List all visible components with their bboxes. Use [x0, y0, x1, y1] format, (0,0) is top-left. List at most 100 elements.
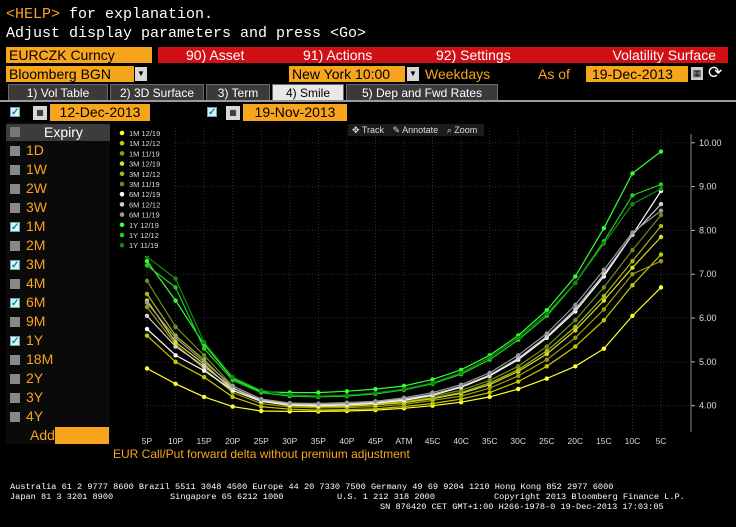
chevron-down-icon[interactable]: ▼ — [407, 67, 419, 81]
days-field[interactable]: Weekdays — [425, 66, 491, 82]
data-point — [201, 375, 207, 380]
data-point — [344, 389, 350, 394]
data-point — [573, 328, 578, 333]
expiry-item[interactable]: 6M — [10, 293, 45, 311]
expiry-item[interactable]: 18M — [10, 350, 53, 368]
expiry-item[interactable]: 2Y — [10, 369, 43, 387]
expiry-checkbox[interactable] — [10, 146, 20, 157]
expiry-item[interactable]: 3M — [10, 255, 45, 273]
expiry-checkbox[interactable] — [10, 374, 20, 385]
x-tick-label: 25P — [254, 436, 269, 446]
chevron-down-icon[interactable]: ▼ — [135, 67, 147, 81]
legend-swatch — [119, 232, 125, 238]
add-expiry-input[interactable] — [55, 427, 109, 444]
zoom-button[interactable]: Zoom — [454, 125, 478, 135]
expiry-label: 6M — [26, 294, 46, 310]
expiry-checkbox[interactable] — [10, 355, 20, 366]
expiry-item[interactable]: 4M — [10, 274, 45, 292]
data-point — [630, 265, 635, 270]
screen-title: Volatility Surface — [612, 47, 717, 63]
expiry-checkbox[interactable] — [10, 165, 20, 176]
tab-3d-surface[interactable]: 2) 3D Surface — [110, 84, 204, 100]
data-point — [201, 359, 207, 365]
data-point — [144, 333, 150, 338]
asset-menu[interactable]: 90) Asset — [186, 47, 245, 63]
expiry-checkbox[interactable] — [10, 412, 20, 423]
data-point — [573, 364, 578, 369]
compare1-checkbox[interactable] — [10, 107, 20, 117]
expiry-item[interactable]: 3W — [10, 198, 47, 216]
as-of-label: As of — [538, 66, 570, 82]
x-tick-label: 20P — [225, 436, 240, 446]
expiry-checkbox[interactable] — [10, 393, 20, 404]
data-point — [630, 230, 635, 235]
legend-entry: 6M 12/19 — [129, 190, 160, 199]
data-point — [516, 356, 521, 361]
x-tick-label: 45P — [368, 436, 383, 446]
calendar-icon[interactable]: ▦ — [226, 106, 240, 120]
expiry-checkbox[interactable] — [10, 298, 20, 309]
as-of-date-field[interactable]: 19-Dec-2013 — [586, 66, 688, 82]
refresh-icon[interactable]: ⟳ — [708, 63, 723, 82]
data-point — [316, 390, 321, 395]
legend-swatch — [119, 130, 125, 136]
x-tick-label: 15P — [197, 436, 212, 446]
compare1-date-field[interactable]: 12-Dec-2013 — [50, 104, 150, 121]
tab-smile[interactable]: 4) Smile — [272, 84, 344, 100]
data-point — [573, 280, 578, 286]
expiry-checkbox[interactable] — [10, 203, 20, 214]
expiry-item[interactable]: 1M — [10, 217, 45, 235]
calendar-icon[interactable]: ▦ — [691, 67, 703, 80]
data-point — [458, 396, 464, 402]
data-point — [573, 302, 578, 308]
actions-menu[interactable]: 91) Actions — [303, 47, 373, 63]
track-button[interactable]: Track — [361, 125, 385, 135]
time-field[interactable]: New York 10:00 — [289, 66, 405, 82]
data-point — [544, 344, 549, 349]
data-point — [173, 353, 178, 358]
menu-bar — [158, 47, 728, 63]
select-all-checkbox[interactable] — [10, 127, 20, 137]
expiry-checkbox[interactable] — [10, 184, 20, 195]
expiry-item[interactable]: 4Y — [10, 407, 43, 425]
expiry-checkbox[interactable] — [10, 222, 20, 233]
expiry-checkbox[interactable] — [10, 317, 20, 328]
data-point — [516, 373, 521, 379]
legend-swatch — [119, 242, 125, 248]
zoom-icon[interactable]: ⌕ — [446, 125, 452, 135]
expiry-header-label: Expiry — [44, 124, 83, 140]
expiry-checkbox[interactable] — [10, 260, 20, 271]
expiry-item[interactable]: 1D — [10, 141, 44, 159]
expiry-item[interactable]: 3Y — [10, 388, 43, 406]
annotate-icon[interactable]: ✎ — [392, 125, 401, 135]
expiry-checkbox[interactable] — [10, 336, 20, 347]
expiry-checkbox[interactable] — [10, 241, 20, 252]
expiry-checkbox[interactable] — [10, 279, 20, 290]
compare2-checkbox[interactable] — [207, 107, 217, 117]
settings-menu[interactable]: 92) Settings — [436, 47, 511, 63]
compare2-date-field[interactable]: 19-Nov-2013 — [243, 104, 347, 121]
track-icon[interactable]: ✥ — [352, 125, 360, 135]
tab-dep-fwd-rates[interactable]: 5) Dep and Fwd Rates — [346, 84, 498, 100]
expiry-item[interactable]: 1Y — [10, 331, 43, 349]
help-text: for explanation. — [60, 6, 214, 23]
source-field[interactable]: Bloomberg BGN — [6, 66, 134, 82]
annotate-button[interactable]: Annotate — [402, 125, 439, 135]
expiry-item[interactable]: 9M — [10, 312, 45, 330]
expiry-label: 3M — [26, 256, 46, 272]
expiry-item[interactable]: 1W — [10, 160, 47, 178]
data-point — [401, 395, 407, 401]
tab-term[interactable]: 3) Term — [206, 84, 270, 100]
expiry-item[interactable]: 2M — [10, 236, 45, 254]
expiry-label: 2M — [26, 237, 46, 253]
data-point — [544, 334, 549, 339]
help-key[interactable]: <HELP> — [6, 6, 61, 23]
data-point — [230, 394, 235, 400]
expiry-label: 2W — [26, 180, 47, 196]
expiry-item[interactable]: 2W — [10, 179, 47, 197]
tab-vol-table[interactable]: 1) Vol Table — [8, 84, 108, 100]
data-point — [458, 400, 464, 405]
calendar-icon[interactable]: ▦ — [33, 106, 47, 120]
footer-singapore: Singapore 65 6212 1000 — [170, 492, 284, 502]
ticker-field[interactable]: EURCZK Curncy — [6, 47, 152, 63]
